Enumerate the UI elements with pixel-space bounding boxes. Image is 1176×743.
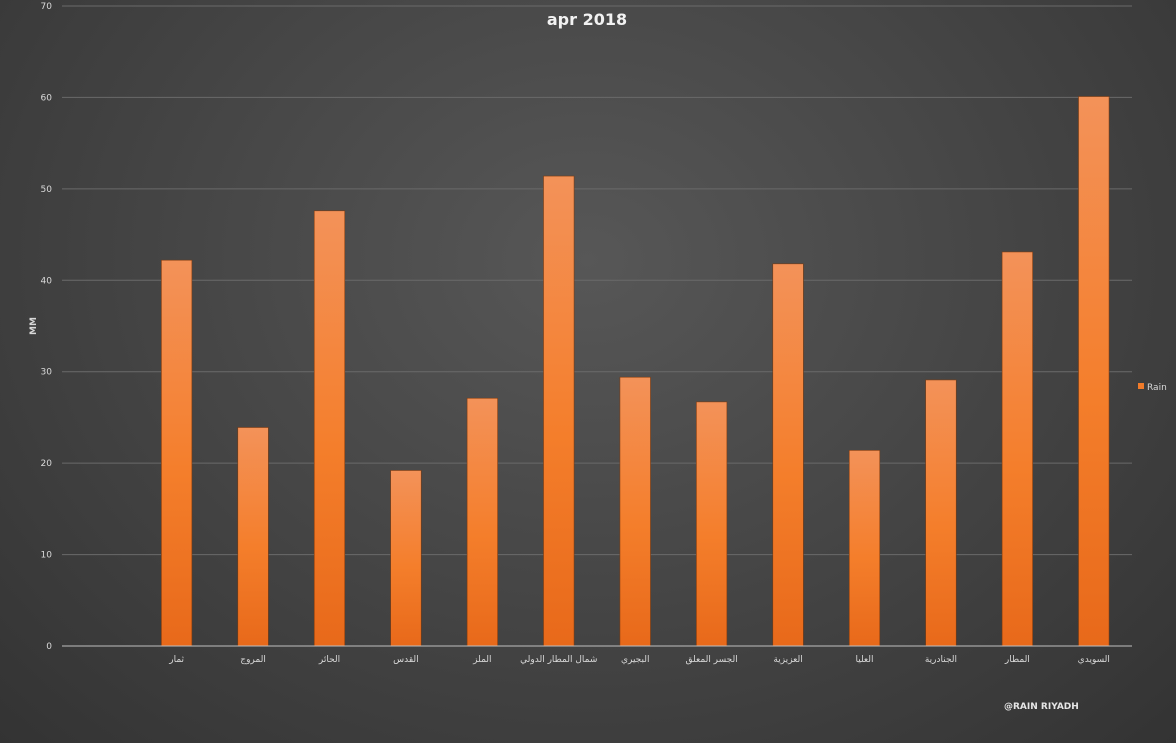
y-tick-label: 20 [41, 459, 53, 469]
y-tick-label: 30 [41, 368, 53, 378]
bar [925, 379, 957, 647]
x-tick-label: السويدي [1078, 655, 1110, 665]
y-tick-label: 70 [41, 2, 53, 12]
x-tick-label: الحائر [318, 655, 340, 665]
x-tick-label: العليا [855, 655, 873, 665]
y-tick-label: 60 [41, 93, 53, 103]
x-tick-label: ثمار [168, 655, 184, 665]
x-axis-ticks: ثمار المروج الحائر القدس الملز شمال المطار ال… [168, 655, 1110, 665]
x-tick-label: القدس [393, 655, 419, 665]
legend: Rain [1138, 383, 1167, 393]
bar [619, 376, 651, 647]
bar [1001, 251, 1033, 647]
bar [1078, 96, 1110, 647]
bar [313, 210, 346, 647]
x-tick-label: الملز [472, 655, 491, 665]
chart-title: apr 2018 [547, 10, 627, 29]
bar [772, 263, 804, 647]
bar [390, 470, 422, 647]
x-tick-label: شمال المطار الدولي [520, 655, 597, 665]
bar [466, 397, 498, 647]
y-axis-ticks: 0 10 20 30 40 50 60 70 [41, 2, 53, 652]
x-tick-label: الجسر المعلق [686, 655, 738, 665]
y-tick-label: 40 [41, 276, 53, 286]
gridlines [62, 5, 1132, 556]
x-tick-label: البجيري [621, 655, 650, 665]
bar [237, 427, 269, 647]
x-tick-label: المطار [1004, 655, 1030, 665]
x-tick-label: المروج [240, 655, 266, 665]
legend-label-rain: Rain [1147, 383, 1167, 393]
bar [543, 175, 575, 647]
x-tick-label: الجنادرية [925, 655, 957, 665]
bar [696, 401, 728, 647]
y-tick-label: 10 [41, 551, 53, 561]
y-tick-label: 50 [41, 185, 53, 195]
legend-swatch-rain [1138, 383, 1144, 389]
bars [161, 96, 1110, 647]
bar [848, 450, 881, 647]
bar [161, 259, 193, 647]
credit-text: @RAIN RIYADH [1004, 702, 1079, 712]
y-axis-label: MM [29, 317, 39, 335]
y-tick-label: 0 [46, 642, 52, 652]
x-tick-label: العزيزية [773, 655, 802, 665]
